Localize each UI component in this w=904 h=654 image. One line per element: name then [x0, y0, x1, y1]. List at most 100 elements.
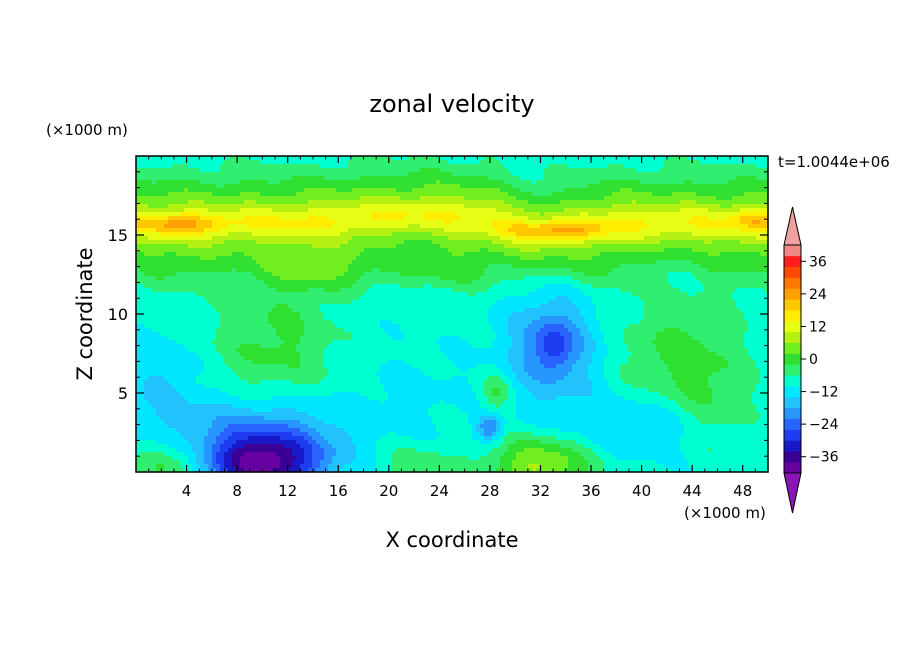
heatmap-cell: [576, 440, 593, 445]
x-unit-label: (×1000 m): [684, 504, 766, 522]
heatmap-cell: [544, 212, 581, 217]
heatmap-cell: [572, 268, 613, 273]
heatmap-cell: [664, 464, 689, 469]
heatmap-cell: [516, 456, 569, 461]
heatmap-cell: [204, 364, 229, 369]
heatmap-cell: [572, 368, 589, 373]
heatmap-cell: [468, 368, 501, 373]
heatmap-cell: [480, 456, 501, 461]
heatmap-cell: [136, 464, 157, 469]
heatmap-cell: [564, 208, 681, 213]
heatmap-cell: [340, 232, 393, 237]
heatmap-cell: [276, 452, 293, 457]
heatmap-cell: [236, 372, 329, 377]
heatmap-cell: [540, 464, 569, 469]
heatmap-cell: [300, 444, 313, 449]
heatmap-cell: [468, 376, 489, 381]
heatmap-cell: [580, 312, 597, 317]
heatmap-cell: [588, 376, 605, 381]
heatmap-cell: [672, 372, 713, 377]
heatmap-cell: [356, 256, 521, 261]
heatmap-cell: [164, 452, 185, 457]
heatmap-cell: [348, 432, 389, 437]
heatmap-cell: [756, 404, 769, 409]
heatmap-cell: [380, 376, 433, 381]
heatmap-cell: [172, 456, 189, 461]
heatmap-cell: [536, 332, 549, 337]
heatmap-cell: [332, 444, 357, 449]
heatmap-cell: [364, 292, 469, 297]
heatmap-cell: [656, 460, 689, 465]
heatmap-cell: [512, 384, 525, 389]
heatmap-cell: [596, 312, 645, 317]
heatmap-cell: [272, 308, 293, 313]
heatmap-cell: [136, 172, 409, 177]
heatmap-cell: [752, 356, 769, 361]
heatmap-cell: [720, 368, 761, 373]
heatmap-cell: [592, 300, 645, 305]
heatmap-cell: [440, 336, 461, 341]
heatmap-cell: [680, 448, 709, 453]
heatmap-cell: [340, 468, 377, 473]
heatmap-cell: [328, 372, 377, 377]
heatmap-cell: [252, 256, 357, 261]
heatmap-cell: [588, 460, 605, 465]
heatmap-cell: [532, 180, 537, 185]
heatmap-cell: [232, 452, 245, 457]
heatmap-cell: [300, 336, 353, 341]
heatmap-cell: [568, 328, 581, 333]
heatmap-cell: [604, 360, 629, 365]
heatmap-cell: [320, 444, 333, 449]
heatmap-cell: [272, 272, 345, 277]
heatmap-cell: [256, 200, 309, 205]
heatmap-cell: [332, 456, 357, 461]
heatmap-cell: [228, 392, 333, 397]
heatmap-cell: [196, 376, 241, 381]
heatmap-cell: [308, 440, 317, 445]
heatmap-cell: [748, 324, 769, 329]
heatmap-cell: [156, 464, 165, 469]
heatmap-cell: [604, 372, 621, 377]
heatmap-cell: [544, 344, 565, 349]
heatmap-cell: [564, 336, 573, 341]
heatmap-cell: [200, 168, 221, 173]
heatmap-cell: [544, 324, 565, 329]
heatmap-cell: [380, 364, 413, 369]
heatmap-cell: [596, 344, 609, 349]
heatmap-cell: [508, 388, 517, 393]
heatmap-cell: [396, 244, 441, 249]
heatmap-cell: [704, 344, 745, 349]
heatmap-cell: [612, 192, 653, 197]
heatmap-cell: [436, 180, 441, 185]
heatmap-cell: [304, 436, 313, 441]
x-tick-label: 48: [733, 482, 752, 500]
heatmap-cell: [216, 332, 277, 337]
heatmap-cell: [692, 272, 769, 277]
heatmap-cell: [176, 340, 213, 345]
heatmap-cell: [656, 260, 693, 265]
heatmap-cell: [196, 292, 365, 297]
heatmap-cell: [220, 316, 269, 321]
heatmap-cell: [756, 420, 769, 425]
heatmap-cell: [440, 276, 481, 281]
heatmap-cell: [184, 468, 193, 473]
heatmap-cell: [432, 404, 457, 409]
heatmap-cell: [204, 444, 213, 449]
heatmap-cell: [468, 340, 493, 345]
heatmap-cell: [136, 236, 149, 241]
heatmap-cell: [216, 440, 225, 445]
heatmap-cell: [236, 268, 265, 273]
heatmap-cell: [512, 368, 525, 373]
heatmap-cell: [744, 192, 769, 197]
heatmap-cell: [196, 452, 205, 457]
heatmap-cell: [480, 420, 485, 425]
heatmap-cell: [300, 364, 325, 369]
heatmap-cell: [544, 448, 573, 453]
heatmap-cell: [512, 464, 529, 469]
heatmap-cell: [136, 456, 173, 461]
heatmap-cell: [524, 420, 681, 425]
heatmap-cell: [136, 268, 141, 273]
heatmap-cell: [608, 212, 741, 217]
heatmap-cell: [504, 372, 517, 377]
heatmap-cell: [696, 224, 749, 229]
